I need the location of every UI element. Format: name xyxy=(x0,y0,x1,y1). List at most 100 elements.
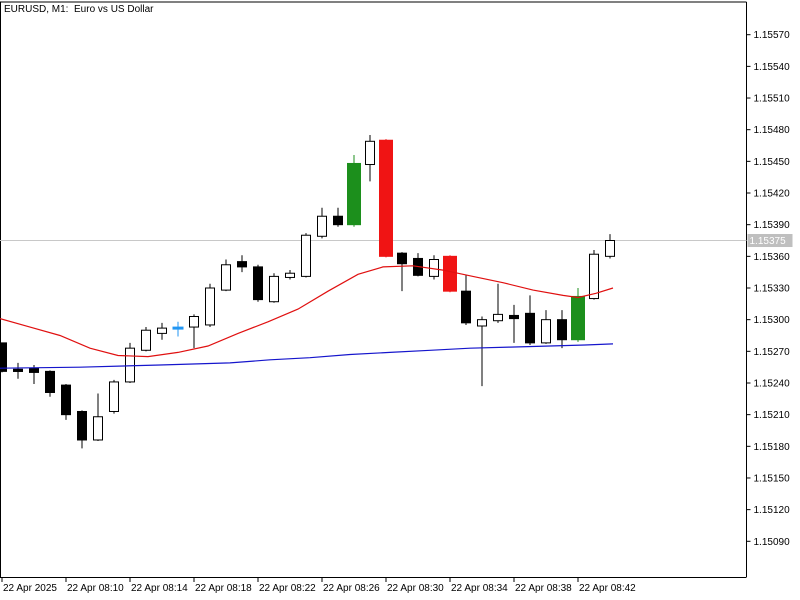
candle-body xyxy=(189,315,199,328)
price-tick-label: 1.15570 xyxy=(754,30,791,41)
candle-body xyxy=(461,290,471,324)
candle xyxy=(221,259,231,292)
candle-body xyxy=(157,327,167,334)
price-tick-label: 1.15210 xyxy=(754,410,791,421)
candle xyxy=(379,139,393,258)
candle xyxy=(269,273,279,303)
candle-body xyxy=(205,287,215,326)
candle xyxy=(13,362,23,379)
candle-body xyxy=(61,384,71,416)
candle-body xyxy=(141,329,151,351)
candle-body xyxy=(347,162,361,226)
price-tick-label: 1.15270 xyxy=(754,347,791,358)
candle xyxy=(397,252,407,292)
time-tick-label: 22 Apr 08:18 xyxy=(195,583,252,594)
candle xyxy=(141,327,151,352)
candle xyxy=(253,264,263,302)
candle-body xyxy=(109,381,119,412)
candle xyxy=(477,316,487,387)
candle xyxy=(317,207,327,239)
price-tick-label: 1.15360 xyxy=(754,252,791,263)
price-tick-label: 1.15240 xyxy=(754,378,791,389)
time-tick-label: 22 Apr 08:34 xyxy=(451,583,508,594)
candle xyxy=(157,322,167,340)
price-tick-label: 1.15120 xyxy=(754,505,791,516)
candle xyxy=(205,283,215,328)
time-tick-label: 22 Apr 08:30 xyxy=(387,583,444,594)
current-price-badge: 1.15375 xyxy=(747,234,793,248)
price-tick-label: 1.15510 xyxy=(754,94,791,105)
candles-layer xyxy=(0,134,615,449)
candle xyxy=(77,410,87,449)
candle-body xyxy=(29,367,39,373)
candle-body xyxy=(509,314,519,320)
price-tick-label: 1.15330 xyxy=(754,284,791,295)
candle-body xyxy=(397,252,407,265)
candle-body xyxy=(605,240,615,257)
candle xyxy=(172,321,184,337)
time-tick-label: 22 Apr 08:26 xyxy=(323,583,380,594)
time-tick-label: 22 Apr 08:14 xyxy=(131,583,188,594)
candle-body xyxy=(301,234,311,277)
candle xyxy=(93,393,103,442)
candle xyxy=(541,310,551,344)
time-axis[interactable]: 22 Apr 2025 22 Apr 08:10 22 Apr 08:14 22 Ap… xyxy=(1,578,636,594)
price-tick-label: 1.15090 xyxy=(754,537,791,548)
price-tick-label: 1.15480 xyxy=(754,125,791,136)
candle xyxy=(557,310,567,349)
candle-body xyxy=(541,319,551,344)
candle-body xyxy=(237,261,247,268)
candle-body xyxy=(0,342,7,372)
current-price-badge-bg xyxy=(747,234,793,248)
candle xyxy=(237,255,247,273)
candle xyxy=(333,207,343,227)
time-tick-label: 22 Apr 08:22 xyxy=(259,583,316,594)
candle-body xyxy=(589,253,599,300)
ma-slow-line xyxy=(0,343,614,369)
candle xyxy=(45,370,55,397)
candle xyxy=(0,342,7,373)
candle-body xyxy=(269,275,279,303)
candle xyxy=(525,295,535,345)
candle xyxy=(509,304,519,343)
candle xyxy=(443,255,457,293)
candle-body xyxy=(493,313,503,322)
price-tick-label: 1.15450 xyxy=(754,157,791,168)
candle-body xyxy=(333,215,343,226)
price-axis[interactable]: 1.15570 1.15540 1.15510 1.15480 1.15450 1.154… xyxy=(746,30,791,548)
candle-body xyxy=(525,312,535,344)
time-tick-label: 22 Apr 08:10 xyxy=(67,583,124,594)
candle-body xyxy=(443,255,457,292)
time-tick-label: 22 Apr 08:38 xyxy=(515,583,572,594)
current-price-badge-label: 1.15375 xyxy=(750,236,787,247)
candle-body xyxy=(557,319,567,341)
candle-body xyxy=(285,272,295,278)
candle-body xyxy=(93,416,103,441)
candle xyxy=(285,270,295,280)
candle xyxy=(347,155,361,227)
time-tick-label: 22 Apr 08:42 xyxy=(579,583,636,594)
candle-body xyxy=(379,139,393,257)
chart-frame xyxy=(0,1,747,578)
candle xyxy=(301,233,311,278)
candle xyxy=(365,134,375,182)
candle xyxy=(429,255,439,280)
candle xyxy=(605,234,615,259)
time-tick-label: 22 Apr 2025 xyxy=(3,583,57,594)
price-tick-label: 1.15540 xyxy=(754,62,791,73)
candle xyxy=(461,275,471,325)
price-tick-label: 1.15180 xyxy=(754,442,791,453)
candle-body xyxy=(365,140,375,166)
candle-body xyxy=(125,347,135,383)
candle xyxy=(493,283,503,323)
candle-body xyxy=(221,264,231,291)
candle xyxy=(61,384,71,420)
candle xyxy=(589,250,599,300)
price-tick-label: 1.15420 xyxy=(754,189,791,200)
candle-body xyxy=(77,410,87,441)
candle-body xyxy=(172,326,184,330)
candle-body xyxy=(317,215,327,237)
candle xyxy=(125,342,135,383)
